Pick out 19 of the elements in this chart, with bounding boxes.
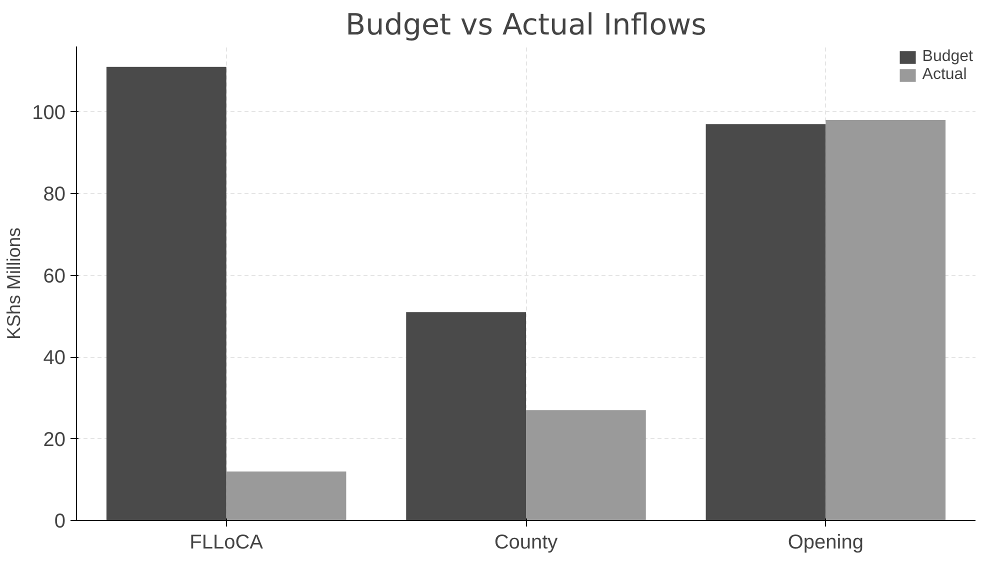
x-tick-label: Opening bbox=[788, 532, 864, 554]
bar bbox=[826, 120, 946, 520]
y-tick-label: 40 bbox=[43, 347, 66, 370]
y-tick-label: 20 bbox=[43, 428, 66, 451]
chart-title: Budget vs Actual Inflows bbox=[346, 8, 706, 42]
bar bbox=[526, 410, 646, 520]
bar bbox=[706, 124, 826, 520]
y-tick-label: 0 bbox=[54, 510, 66, 532]
y-tick-label: 80 bbox=[43, 184, 66, 206]
x-tick-label: County bbox=[494, 532, 558, 554]
y-axis-title: KShs Millions bbox=[3, 228, 24, 340]
bar bbox=[406, 312, 526, 520]
y-tick-label: 60 bbox=[43, 265, 66, 288]
bar bbox=[226, 471, 346, 520]
y-tick-label: 100 bbox=[32, 102, 66, 124]
x-tick-label: FLLoCA bbox=[190, 532, 264, 554]
legend-label: Actual bbox=[922, 66, 967, 84]
bar bbox=[106, 66, 226, 520]
legend-label: Budget bbox=[922, 48, 973, 66]
